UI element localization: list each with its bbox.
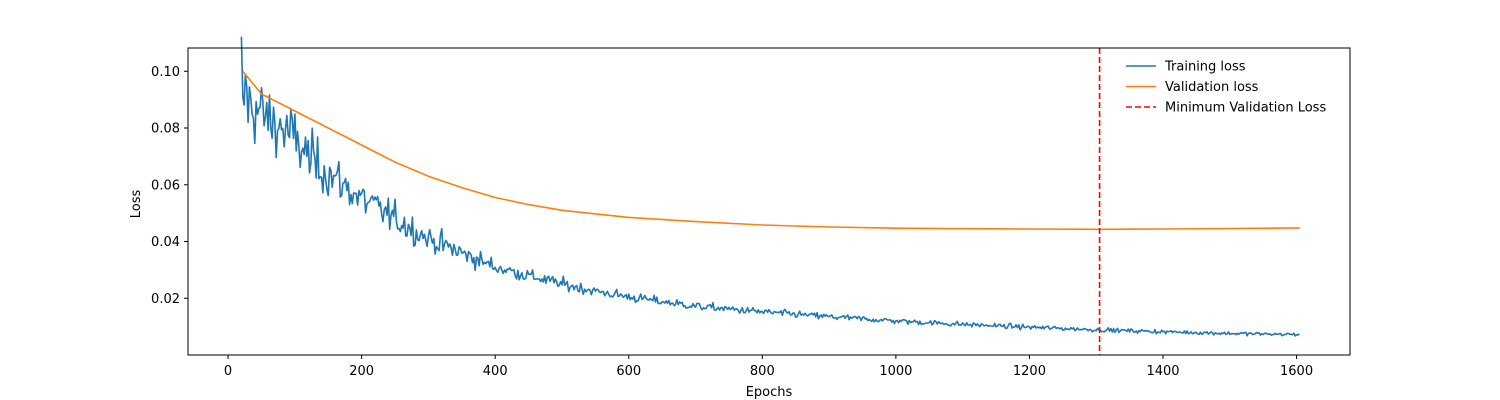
series-line-training-loss [240, 36, 1300, 337]
legend-label: Validation loss [1165, 80, 1259, 95]
legend-label: Minimum Validation Loss [1165, 101, 1326, 116]
y-tick-label: 0.10 [151, 65, 180, 80]
x-tick-label: 1200 [1013, 364, 1046, 379]
plot-area [240, 36, 1300, 355]
x-tick-label: 400 [483, 364, 508, 379]
x-tick-label: 1400 [1146, 364, 1179, 379]
y-tick-label: 0.06 [151, 178, 180, 193]
x-axis-ticks: 0 200 400 600 800 1000 1200 1400 1600 [224, 355, 1313, 379]
x-tick-label: 600 [616, 364, 641, 379]
x-tick-label: 0 [224, 364, 232, 379]
y-axis-ticks: 0.02 0.04 0.06 0.08 0.10 [151, 65, 188, 307]
x-axis-label: Epochs [746, 385, 793, 400]
x-tick-label: 1000 [879, 364, 912, 379]
y-axis-label: Loss [129, 190, 144, 219]
legend-label: Training loss [1164, 60, 1246, 75]
y-tick-label: 0.02 [151, 292, 180, 307]
y-tick-label: 0.04 [151, 235, 180, 250]
x-tick-label: 200 [349, 364, 374, 379]
x-tick-label: 800 [750, 364, 775, 379]
x-tick-label: 1600 [1280, 364, 1313, 379]
y-tick-label: 0.08 [151, 122, 180, 137]
axes-frame [187, 47, 1351, 356]
legend: Training loss Validation loss Minimum Vali… [1126, 60, 1326, 116]
series-line-validation-loss [242, 70, 1300, 231]
